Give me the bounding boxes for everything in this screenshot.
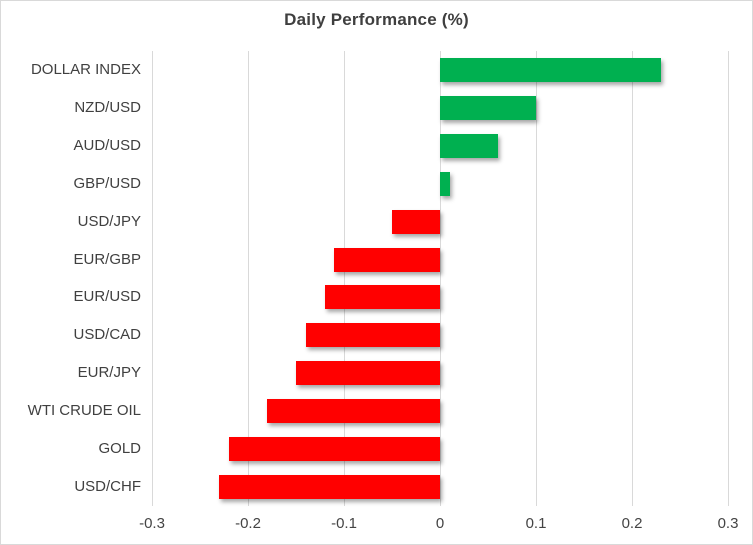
bar-dollar-index bbox=[440, 57, 661, 82]
x-tick-label: 0.2 bbox=[621, 515, 643, 532]
bar-gbp-usd bbox=[440, 171, 450, 196]
category-axis: DOLLAR INDEX NZD/USD AUD/USD GBP/USD USD/JPY… bbox=[1, 51, 141, 506]
gridline--0.2 bbox=[247, 51, 249, 506]
gridline--0.3 bbox=[151, 51, 153, 506]
bar-eur-gbp bbox=[334, 247, 440, 272]
bar-nzd-usd bbox=[440, 95, 536, 120]
chart-title: Daily Performance (%) bbox=[284, 10, 469, 29]
category-label-eur-jpy: EUR/JPY bbox=[77, 364, 141, 382]
category-label-usd-cad: USD/CAD bbox=[73, 326, 141, 344]
category-label-usd-chf: USD/CHF bbox=[74, 478, 141, 496]
bar-usd-chf bbox=[219, 475, 440, 500]
bar-gold bbox=[228, 437, 440, 462]
gridline--0.1 bbox=[343, 51, 345, 506]
plot-area bbox=[151, 51, 729, 506]
category-label-eur-usd: EUR/USD bbox=[73, 288, 141, 306]
x-tick-label: 0.1 bbox=[525, 515, 547, 532]
x-tick-label: 0.3 bbox=[717, 515, 739, 532]
category-label-aud-usd: AUD/USD bbox=[73, 136, 141, 154]
bar-usd-cad bbox=[305, 323, 440, 348]
gridline-0.3 bbox=[727, 51, 729, 506]
gridline-0.1 bbox=[535, 51, 537, 506]
x-tick-label: -0.3 bbox=[139, 515, 165, 532]
category-label-wti-crude-oil: WTI CRUDE OIL bbox=[27, 402, 141, 420]
category-label-usd-jpy: USD/JPY bbox=[77, 212, 141, 230]
category-label-nzd-usd: NZD/USD bbox=[74, 98, 141, 116]
category-label-gbp-usd: GBP/USD bbox=[73, 174, 141, 192]
bar-eur-usd bbox=[324, 285, 440, 310]
bar-eur-jpy bbox=[296, 361, 440, 386]
category-label-dollar-index: DOLLAR INDEX bbox=[30, 60, 141, 78]
gridline-0.2 bbox=[631, 51, 633, 506]
bar-aud-usd bbox=[440, 133, 498, 158]
x-tick-label: -0.1 bbox=[331, 515, 357, 532]
bar-wti-crude-oil bbox=[267, 399, 440, 424]
category-label-eur-gbp: EUR/GBP bbox=[73, 250, 141, 268]
bar-usd-jpy bbox=[392, 209, 440, 234]
x-tick-label: 0 bbox=[435, 515, 445, 532]
x-axis-labels: -0.3 -0.2 -0.1 0 0.1 0.2 0.3 bbox=[139, 515, 738, 535]
gridline-0 bbox=[439, 51, 441, 506]
category-label-gold: GOLD bbox=[98, 440, 141, 458]
x-tick-label: -0.2 bbox=[235, 515, 261, 532]
